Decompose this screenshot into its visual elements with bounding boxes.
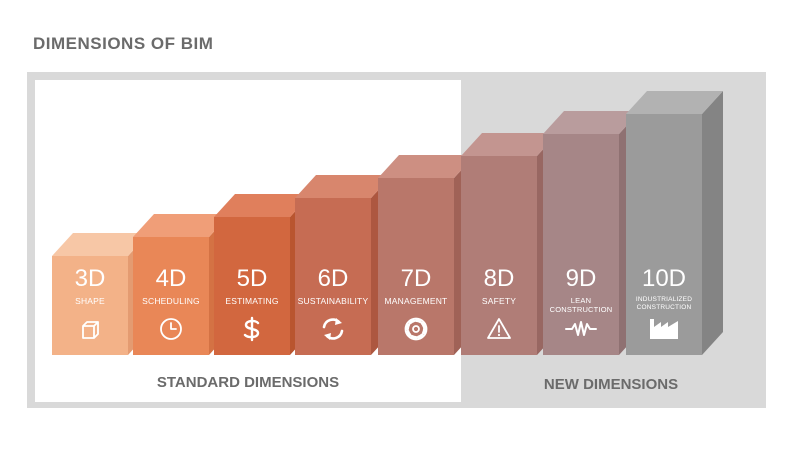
- block-top-face: [52, 233, 149, 256]
- warning-icon: [487, 318, 511, 339]
- dimension-name: SAFETY: [481, 296, 517, 306]
- standard-dimensions-label: STANDARD DIMENSIONS: [156, 374, 340, 391]
- dimension-code: 4D: [155, 265, 187, 292]
- clock-icon: [160, 318, 182, 340]
- dimension-code: 5D: [236, 265, 268, 292]
- page-title: DIMENSIONS OF BIM: [33, 34, 214, 53]
- dimension-code: 9D: [565, 265, 597, 292]
- block-front-face: [295, 198, 371, 355]
- block-top-face: [295, 175, 392, 198]
- dimension-name: ESTIMATING: [225, 296, 279, 306]
- block-top-face: [214, 194, 311, 217]
- block-10d: [626, 91, 723, 355]
- dimension-code: 6D: [317, 265, 349, 292]
- block-top-face: [626, 91, 723, 114]
- dimension-code: 10D: [641, 265, 687, 292]
- block-top-face: [378, 155, 475, 178]
- block-label-5d: 5D ESTIMATING: [214, 265, 290, 307]
- dimension-code: 8D: [483, 265, 515, 292]
- block-label-6d: 6D SUSTAINABILITY: [295, 265, 371, 307]
- block-side-face: [702, 91, 723, 355]
- cube-icon: [82, 321, 99, 339]
- block-front-face: [461, 156, 537, 355]
- block-label-10d: 10D INDUSTRIALIZED CONSTRUCTION: [626, 266, 702, 312]
- factory-icon: [650, 319, 678, 339]
- block-top-face: [543, 111, 640, 134]
- dimension-name: INDUSTRIALIZED CONSTRUCTION: [635, 296, 693, 311]
- block-label-7d: 7D MANAGEMENT: [378, 265, 454, 307]
- dimension-name: SCHEDULING: [142, 296, 200, 306]
- recycle-icon: [322, 318, 344, 340]
- dimension-name: SHAPE: [75, 296, 105, 306]
- dimension-name: LEAN CONSTRUCTION: [549, 296, 613, 314]
- dollar-icon: [243, 316, 260, 342]
- block-top-face: [133, 214, 230, 237]
- block-front-face: [543, 134, 619, 355]
- dimension-code: 7D: [400, 265, 432, 292]
- block-7d: [378, 155, 475, 355]
- dimension-code: 3D: [74, 265, 106, 292]
- block-label-8d: 8D SAFETY: [461, 265, 537, 307]
- dimension-name: MANAGEMENT: [384, 296, 448, 306]
- block-top-face: [461, 133, 558, 156]
- block-front-face: [626, 114, 702, 355]
- new-dimensions-label: NEW DIMENSIONS: [543, 376, 679, 393]
- block-label-3d: 3D SHAPE: [52, 265, 128, 307]
- block-9d: [543, 111, 640, 355]
- gear-icon: [404, 317, 428, 341]
- dimension-name: SUSTAINABILITY: [297, 296, 369, 306]
- block-label-4d: 4D SCHEDULING: [133, 265, 209, 307]
- block-label-9d: 9D LEAN CONSTRUCTION: [543, 265, 619, 315]
- block-front-face: [133, 237, 209, 355]
- waveform-icon: [565, 321, 597, 336]
